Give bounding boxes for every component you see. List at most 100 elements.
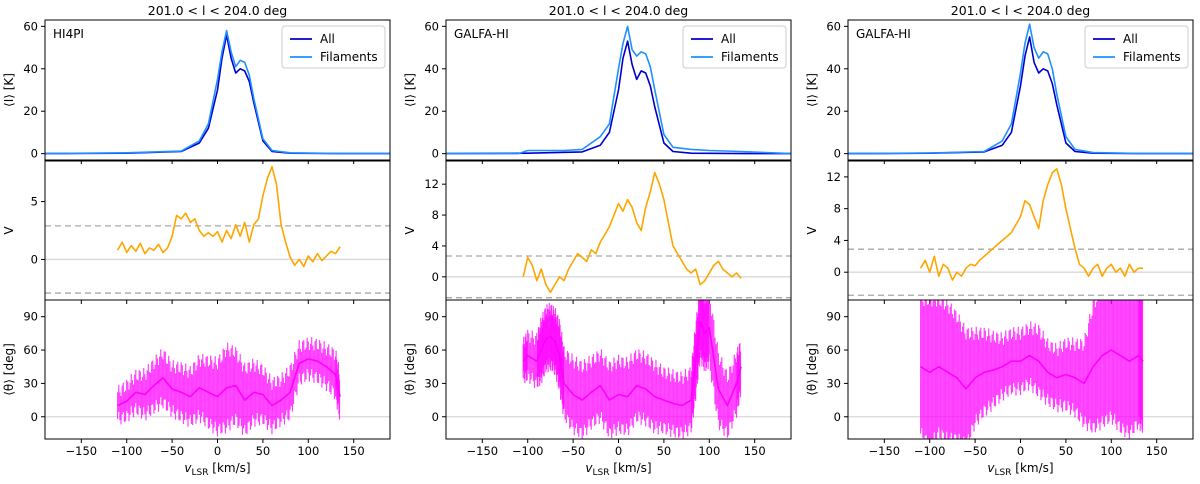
x-tick-label: −100 (914, 444, 946, 458)
series-line-all (446, 40, 791, 155)
legend-label-all: All (1123, 32, 1138, 46)
x-tick-label: 100 (297, 444, 319, 458)
series-line-all (848, 36, 1193, 155)
chart-title: 201.0 < l < 204.0 deg (148, 3, 287, 18)
legend-label-filaments: Filaments (1123, 50, 1181, 64)
y-axis-label: V (403, 226, 417, 235)
y-tick-label: 60 (424, 343, 439, 357)
legend-label-filaments: Filaments (320, 50, 378, 64)
x-tick-label: 0 (214, 444, 221, 458)
y-tick-label: 0 (31, 147, 38, 161)
x-tick-label: −100 (512, 444, 544, 458)
y-axis-label: V (805, 226, 819, 235)
y-axis-label: ⟨I⟩ [K] (403, 73, 417, 107)
y-tick-label: 0 (834, 147, 841, 161)
chart-column-1: 201.0 < l < 204.0 deg 0 20 40 60 ⟨I⟩ [K] HI4PI… (2, 3, 391, 478)
legend-label-all: All (320, 32, 335, 46)
y-tick-label: 90 (23, 310, 38, 324)
y-tick-label: 4 (432, 239, 439, 253)
y-tick-label: 12 (424, 177, 439, 191)
panel-theta: 0 30 60 90 ⟨θ⟩ [deg] (2, 299, 391, 443)
plot-area (45, 337, 390, 437)
series-line-theta (522, 321, 742, 407)
series-line-theta (920, 349, 1144, 390)
x-tick-label: 50 (256, 444, 271, 458)
y-tick-label: 8 (432, 208, 439, 222)
dataset-label: GALFA-HI (856, 27, 911, 41)
x-tick-label: 150 (343, 444, 365, 458)
y-tick-label: 30 (23, 376, 38, 390)
series-line-filaments (446, 25, 791, 155)
plot-area (848, 300, 1193, 439)
x-tick-label: 150 (744, 444, 766, 458)
x-tick-label: −50 (160, 444, 184, 458)
y-tick-label: 0 (432, 270, 439, 284)
x-tick-label: 50 (1059, 444, 1074, 458)
series-line-theta (117, 358, 341, 407)
dataset-label: GALFA-HI (454, 27, 509, 41)
series-line-v (919, 168, 1144, 281)
legend: All Filaments (1084, 25, 1189, 69)
series-line-filaments (848, 23, 1193, 155)
y-tick-label: 4 (834, 233, 841, 247)
x-tick-label: −100 (111, 444, 143, 458)
x-tick-label: 50 (657, 444, 672, 458)
plot-area (446, 25, 791, 155)
plot-area (446, 300, 791, 439)
panel-intensity: 0 20 40 60 ⟨I⟩ [K] GALFA-HI All Filaments (805, 19, 1194, 164)
error-bars (117, 337, 341, 437)
y-tick-label: 20 (23, 104, 38, 118)
y-tick-label: 12 (826, 170, 841, 184)
plot-area (45, 166, 390, 294)
x-tick-label: −150 (869, 444, 901, 458)
series-line-all (45, 33, 390, 155)
x-tick-label: −50 (561, 444, 585, 458)
x-axis-label: vLSR [km/s] (987, 461, 1053, 478)
y-tick-label: 0 (31, 252, 38, 266)
x-axis-label: vLSR [km/s] (585, 461, 651, 478)
series-line-v (116, 166, 341, 268)
y-tick-label: 0 (834, 265, 841, 279)
legend: All Filaments (682, 25, 787, 69)
panel-V: 0 5 V (2, 160, 391, 304)
chart-title: 201.0 < l < 204.0 deg (951, 3, 1090, 18)
x-tick-label: −150 (66, 444, 98, 458)
x-axis-label: vLSR [km/s] (184, 461, 250, 478)
panel-intensity: 0 20 40 60 ⟨I⟩ [K] HI4PI All Filaments (2, 19, 391, 164)
y-tick-label: 20 (826, 104, 841, 118)
y-tick-label: 0 (31, 410, 38, 424)
error-bars (522, 300, 742, 439)
y-axis-label: ⟨I⟩ [K] (805, 73, 819, 107)
y-axis-label: ⟨I⟩ [K] (2, 73, 16, 107)
y-tick-label: 40 (424, 62, 439, 76)
plot-area (848, 168, 1193, 296)
panel-frame (445, 160, 792, 301)
y-tick-label: 60 (23, 343, 38, 357)
y-tick-label: 30 (826, 376, 841, 390)
error-bars (920, 300, 1144, 439)
x-tick-label: −150 (467, 444, 499, 458)
plot-area (848, 23, 1193, 155)
panel-theta: 0 30 60 90 ⟨θ⟩ [deg] (805, 299, 1194, 443)
series-line-filaments (45, 29, 390, 155)
y-axis-label: ⟨θ⟩ [deg] (403, 343, 417, 396)
panel-V: 0 4 8 12 V (403, 160, 792, 304)
y-axis-label: V (2, 226, 16, 235)
x-tick-label: 0 (1017, 444, 1024, 458)
y-tick-label: 0 (432, 410, 439, 424)
y-tick-label: 40 (826, 62, 841, 76)
panel-V: 0 4 8 12 V (805, 160, 1194, 304)
x-tick-label: 100 (1100, 444, 1122, 458)
y-tick-label: 20 (424, 104, 439, 118)
y-tick-label: 40 (23, 62, 38, 76)
panel-intensity: 0 20 40 60 ⟨I⟩ [K] GALFA-HI All Filaments (403, 19, 792, 164)
y-tick-label: 5 (31, 195, 38, 209)
y-tick-label: 90 (826, 310, 841, 324)
y-tick-label: 30 (424, 376, 439, 390)
plot-area (45, 29, 390, 155)
x-tick-label: 0 (615, 444, 622, 458)
y-tick-label: 60 (826, 19, 841, 33)
